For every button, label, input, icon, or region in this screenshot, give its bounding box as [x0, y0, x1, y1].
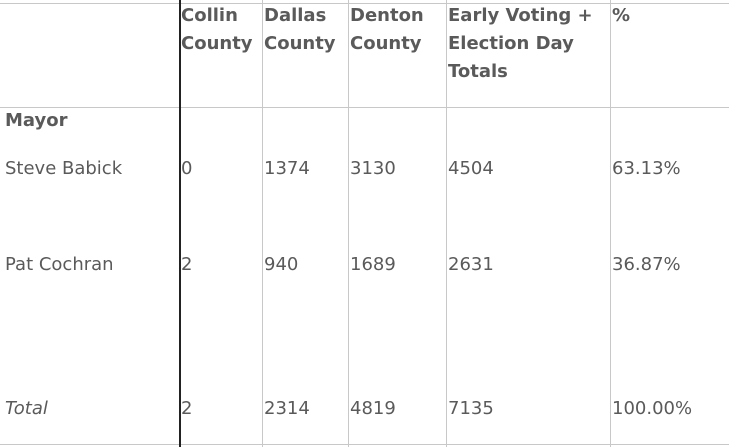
header-bottom-border	[0, 107, 729, 108]
total-collin-votes: 2	[181, 398, 193, 419]
column-divider-collin	[262, 0, 263, 447]
header-denton-county: Denton County	[350, 2, 424, 58]
header-collin-line-1: Collin	[181, 5, 238, 26]
total-row-label: Total	[5, 398, 48, 419]
column-divider-name	[179, 0, 181, 447]
total-dallas-votes: 2314	[264, 398, 310, 419]
dallas-votes: 940	[264, 254, 299, 275]
collin-votes: 2	[181, 254, 193, 275]
denton-votes: 3130	[350, 158, 396, 179]
header-denton-line-1: Denton	[350, 5, 424, 26]
denton-votes: 1689	[350, 254, 396, 275]
header-totals-line-2: Election Day	[448, 33, 574, 54]
candidate-name: Steve Babick	[5, 158, 123, 179]
header-dallas-county: Dallas County	[264, 2, 336, 58]
table-bottom-border	[0, 444, 729, 445]
total-percent: 100.00%	[612, 398, 693, 419]
header-totals-line-1: Early Voting +	[448, 5, 593, 26]
table-top-border	[0, 3, 729, 4]
vote-percent: 36.87%	[612, 254, 681, 275]
header-dallas-line-1: Dallas	[264, 5, 327, 26]
header-denton-line-2: County	[350, 33, 422, 54]
header-percent: %	[612, 5, 631, 26]
section-label-mayor: Mayor	[5, 110, 68, 131]
column-divider-denton	[446, 0, 447, 447]
total-denton-votes: 4819	[350, 398, 396, 419]
collin-votes: 0	[181, 158, 193, 179]
header-totals-line-3: Totals	[448, 61, 508, 82]
vote-percent: 63.13%	[612, 158, 681, 179]
candidate-name: Pat Cochran	[5, 254, 114, 275]
grand-total-votes: 7135	[448, 398, 494, 419]
column-divider-totals	[610, 0, 611, 447]
header-collin-line-2: County	[181, 33, 253, 54]
total-votes: 4504	[448, 158, 494, 179]
total-votes: 2631	[448, 254, 494, 275]
column-divider-dallas	[348, 0, 349, 447]
dallas-votes: 1374	[264, 158, 310, 179]
header-dallas-line-2: County	[264, 33, 336, 54]
header-totals: Early Voting + Election Day Totals	[448, 2, 593, 86]
header-collin-county: Collin County	[181, 2, 253, 58]
